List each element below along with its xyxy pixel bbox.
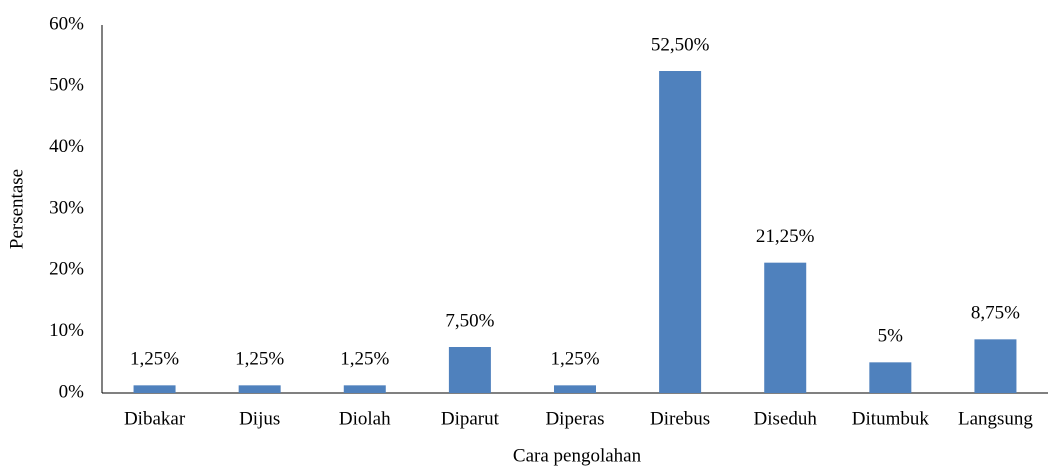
y-tick-label: 40% bbox=[49, 136, 84, 157]
x-tick-label: Diolah bbox=[339, 408, 391, 429]
x-tick-label: Langsung bbox=[958, 408, 1033, 429]
bar bbox=[448, 347, 491, 393]
y-tick-label: 60% bbox=[49, 13, 84, 34]
y-tick-label: 50% bbox=[49, 75, 84, 96]
x-tick-label: Ditumbuk bbox=[852, 408, 930, 429]
bar bbox=[869, 362, 912, 393]
bar bbox=[343, 385, 386, 393]
value-label: 52,50% bbox=[651, 34, 710, 55]
x-tick-label: Diseduh bbox=[754, 408, 818, 429]
value-label: 21,25% bbox=[756, 226, 815, 247]
value-label: 1,25% bbox=[340, 349, 389, 370]
value-label: 1,25% bbox=[235, 349, 284, 370]
x-tick-label: Direbus bbox=[650, 408, 710, 429]
bar bbox=[659, 71, 702, 393]
x-tick-label: Diperas bbox=[545, 408, 604, 429]
x-tick-label: Diparut bbox=[441, 408, 500, 429]
bar bbox=[554, 385, 596, 393]
y-tick-label: 20% bbox=[49, 259, 84, 280]
value-label: 7,50% bbox=[445, 310, 494, 331]
y-axis-title: Persentase bbox=[6, 169, 27, 249]
bar bbox=[764, 262, 807, 393]
bar bbox=[238, 385, 281, 393]
x-tick-label: Dijus bbox=[239, 408, 280, 429]
value-label: 8,75% bbox=[971, 303, 1020, 324]
y-tick-label: 10% bbox=[49, 320, 84, 341]
bar bbox=[133, 385, 176, 393]
y-tick-label: 0% bbox=[59, 381, 85, 402]
bar bbox=[974, 339, 1017, 393]
value-label: 5% bbox=[878, 326, 904, 347]
value-label: 1,25% bbox=[550, 349, 599, 370]
value-label: 1,25% bbox=[130, 349, 179, 370]
y-tick-label: 30% bbox=[49, 197, 84, 218]
x-tick-label: Dibakar bbox=[124, 408, 186, 429]
x-axis-title: Cara pengolahan bbox=[513, 445, 642, 466]
